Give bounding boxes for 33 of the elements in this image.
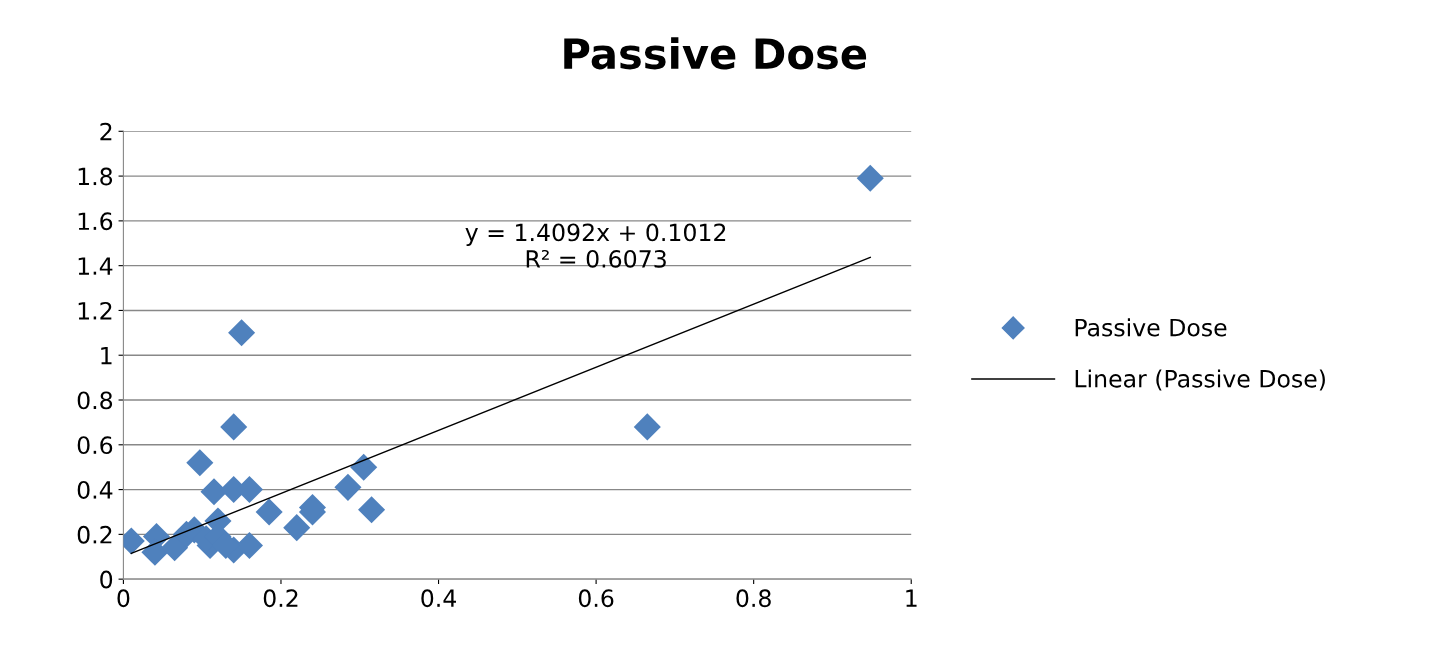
x-tick-label: 0.4 [421, 589, 456, 608]
y-tick-label: 0.6 [77, 436, 113, 455]
point [283, 514, 311, 542]
y-tick-label: 0 [100, 570, 113, 589]
y-tick-label: 1.2 [78, 301, 112, 320]
y-tick-label: 0.4 [77, 481, 113, 499]
annotation: y = 1.4092x + 0.1012 R² = 0.6073 [465, 223, 726, 268]
x-tick-label: 0 [117, 589, 130, 608]
legend-label: Passive Dose [1075, 318, 1227, 337]
point [186, 449, 214, 477]
y-tick-label: 0.2 [77, 525, 112, 544]
point [255, 498, 283, 526]
point [633, 413, 661, 441]
point [350, 453, 378, 481]
y-tick-label: 2 [100, 122, 112, 141]
x-tick-label: 0.6 [578, 589, 614, 608]
point [358, 496, 386, 524]
chart-title: Passive Dose [564, 37, 867, 70]
y-tick-label: 1.6 [78, 212, 113, 231]
y-tick-label: 1.4 [78, 257, 113, 275]
y-tick-label: 0.8 [77, 391, 113, 410]
x-tick-label: 0.8 [736, 589, 771, 608]
point [200, 478, 228, 506]
point [220, 413, 248, 441]
point [856, 164, 884, 192]
point [228, 319, 256, 347]
point [161, 534, 189, 562]
x-tick-label: 0.2 [263, 589, 298, 608]
point [334, 473, 362, 501]
x-tick-label: 1 [906, 589, 917, 607]
legend-label: Linear (Passive Dose) [1075, 369, 1325, 391]
y-tick-label: 1.8 [78, 167, 113, 186]
y-tick-label: 1 [101, 346, 112, 365]
